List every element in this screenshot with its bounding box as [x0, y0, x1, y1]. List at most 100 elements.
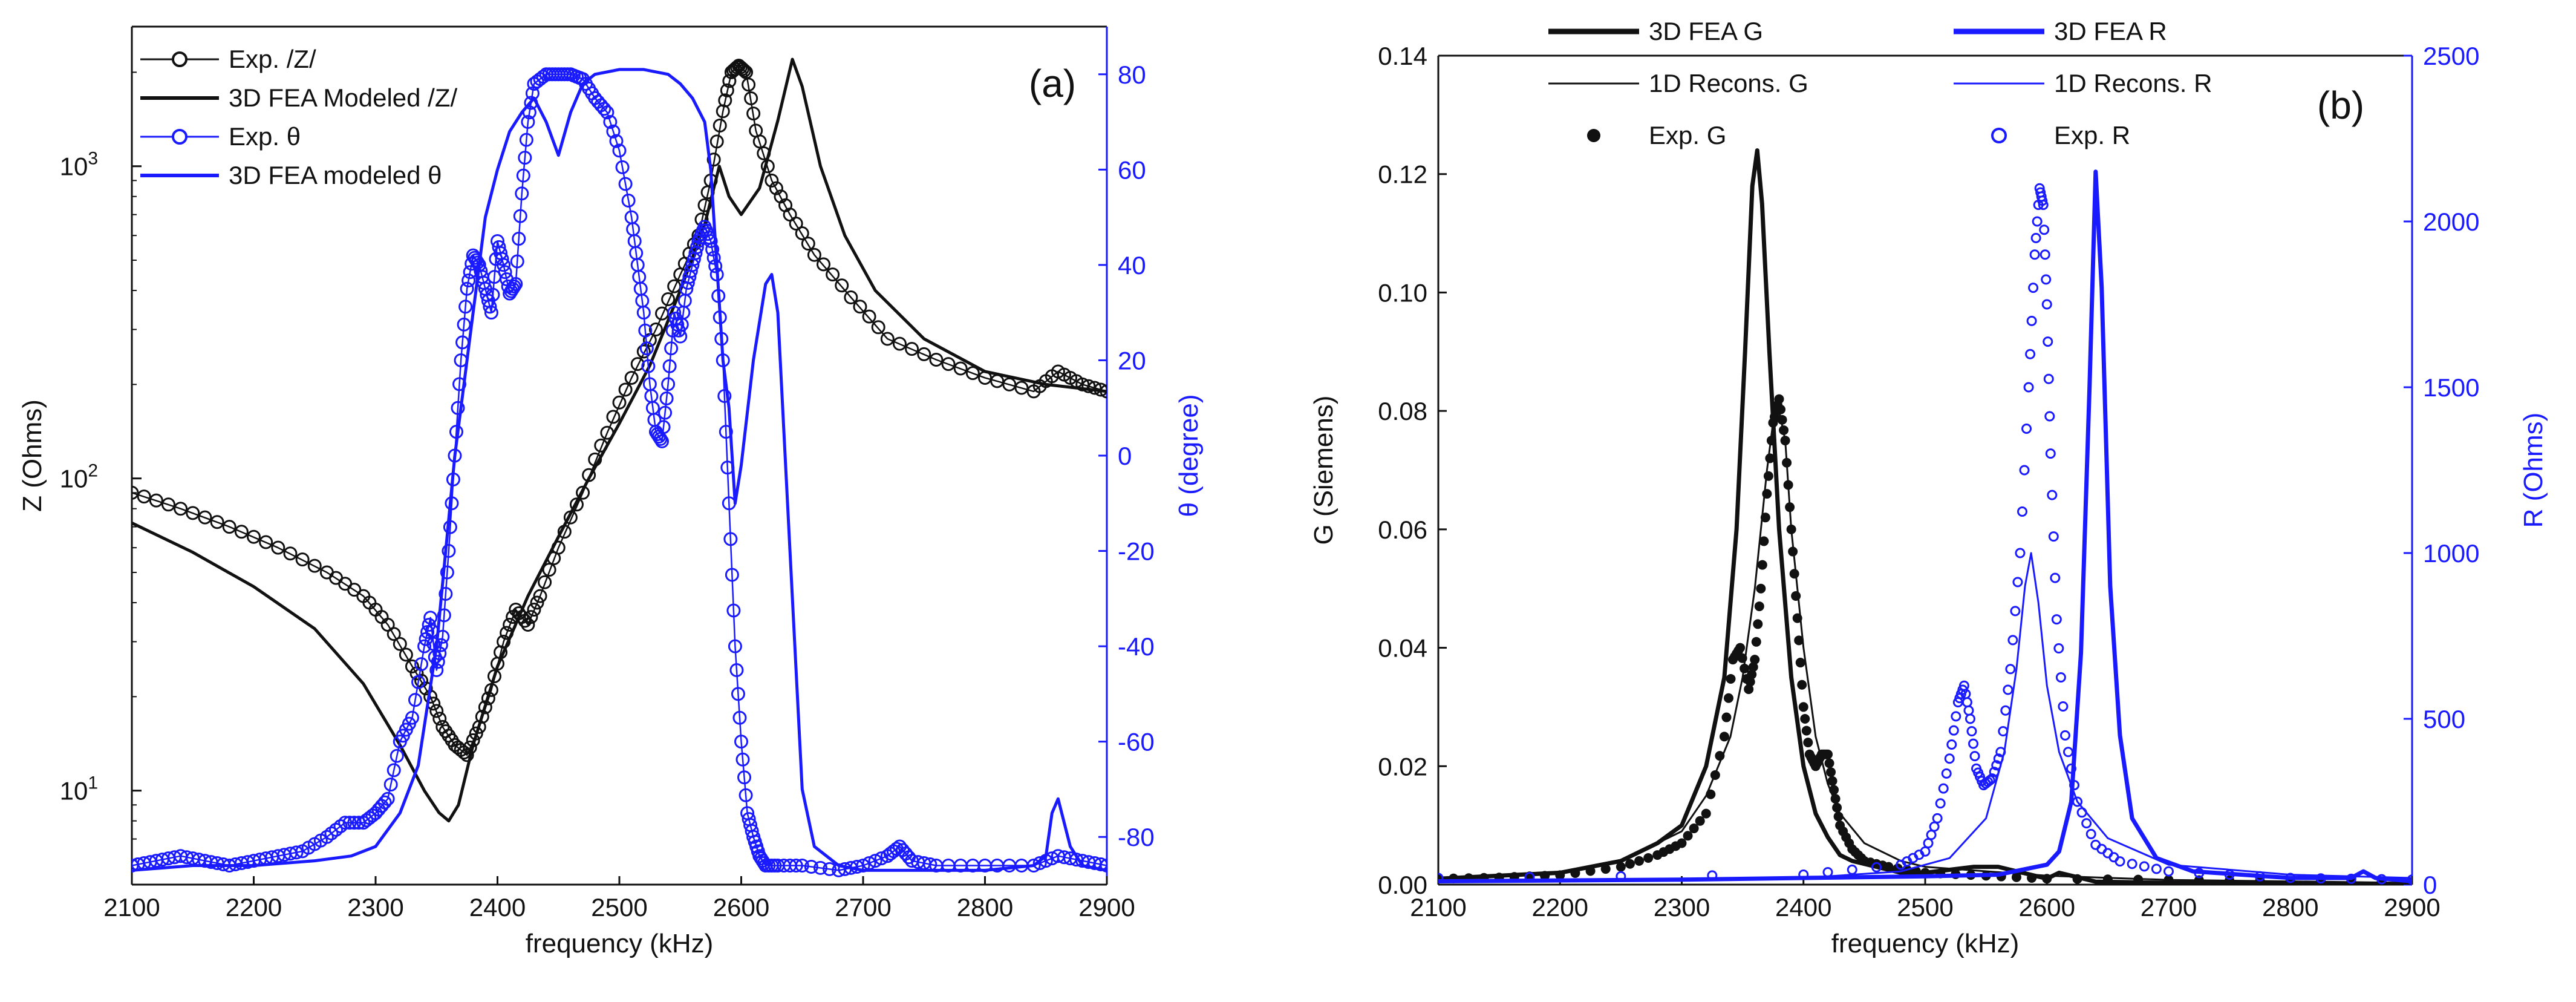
data-point: [487, 669, 501, 684]
data-point: [2003, 684, 2014, 695]
data-point: [405, 659, 419, 673]
data-point: [2025, 349, 2036, 359]
data-point: [2062, 747, 2073, 758]
data-point: [656, 420, 671, 434]
data-point: [813, 860, 827, 875]
data-point: [717, 389, 732, 404]
data-point: [426, 637, 441, 651]
data-point: [1759, 536, 1769, 546]
data-point: [664, 341, 679, 356]
data-point: [621, 194, 636, 208]
data-point: [1754, 601, 1764, 612]
data-point: [746, 106, 761, 121]
data-point: [2027, 873, 2037, 883]
data-point: [1032, 856, 1047, 871]
data-point: [705, 242, 720, 257]
data-point: [720, 83, 734, 97]
data-point: [1847, 864, 1857, 875]
data-point: [817, 257, 831, 272]
y-right-tick-label: 20: [1118, 346, 1146, 375]
data-point: [1776, 404, 1786, 414]
panel-label: (a): [1029, 62, 1076, 105]
data-point: [515, 186, 529, 201]
data-point: [1625, 859, 1635, 869]
data-point: [1926, 830, 1937, 840]
data-point: [1782, 457, 1792, 468]
data-point: [603, 115, 618, 129]
data-point: [1969, 751, 1980, 762]
series-line: [1438, 169, 2412, 883]
data-point: [295, 552, 310, 567]
data-point: [443, 520, 457, 534]
x-tick-label: 2200: [226, 893, 282, 922]
data-point: [844, 290, 858, 305]
data-point: [1745, 676, 1755, 687]
data-point: [1946, 739, 1957, 750]
data-point: [1911, 866, 1921, 876]
x-tick-label: 2500: [591, 893, 647, 922]
data-point: [2194, 868, 2205, 879]
data-point: [377, 795, 392, 810]
data-point: [137, 490, 151, 504]
data-point: [1998, 726, 2009, 737]
data-point: [429, 704, 444, 718]
data-point: [174, 502, 188, 516]
data-point: [667, 279, 682, 293]
legend-label: 3D FEA Modeled /Z/: [229, 84, 457, 112]
data-point: [2041, 299, 2052, 310]
data-point: [636, 344, 651, 359]
data-point: [432, 712, 447, 726]
data-point: [1965, 713, 1975, 724]
data-point: [658, 405, 673, 420]
data-point: [431, 655, 445, 669]
data-point: [2010, 606, 2021, 617]
data-point: [1823, 749, 1833, 759]
data-point: [1948, 725, 1959, 736]
data-point: [247, 529, 261, 544]
data-point: [1706, 789, 1716, 799]
legend-label: Exp. /Z/: [229, 45, 316, 73]
data-point: [386, 763, 401, 778]
tick-exponent: 2: [88, 461, 98, 481]
y-right-tick-label: 80: [1118, 61, 1146, 89]
data-point: [1966, 726, 1977, 737]
data-point: [2007, 635, 2018, 646]
data-point: [2043, 373, 2054, 384]
data-point: [1783, 480, 1793, 490]
data-point: [1779, 425, 1789, 435]
data-point: [636, 306, 651, 320]
data-point: [2048, 531, 2059, 542]
series-line: [1438, 148, 2412, 885]
data-point: [1585, 866, 1596, 876]
legend-label: 3D FEA G: [1649, 17, 1763, 45]
data-point: [1710, 770, 1720, 780]
data-point: [519, 133, 533, 147]
data-point: [2133, 874, 2144, 885]
data-point: [1995, 747, 2006, 758]
data-point: [234, 525, 249, 539]
data-point: [1766, 436, 1776, 446]
data-point: [1941, 768, 1952, 779]
y-left-tick-label: 102: [60, 461, 98, 493]
data-point: [929, 353, 944, 367]
data-point: [1785, 502, 1795, 512]
legend: 3D FEA G 3D FEA R 1D Recons. G 1D Recons. R…: [1548, 17, 2212, 149]
data-point: [1832, 802, 1842, 813]
legend-label: 3D FEA modeled θ: [229, 161, 442, 189]
data-point: [1721, 712, 1732, 722]
data-point: [2115, 856, 2125, 867]
data-point: [458, 300, 473, 314]
data-point: [518, 151, 532, 165]
data-point: [1723, 693, 1733, 703]
data-point: [460, 748, 474, 762]
series-3d-fea-g: [1438, 148, 2412, 885]
data-point: [641, 359, 656, 373]
legend-marker: [1991, 128, 2007, 143]
data-point: [463, 265, 477, 280]
data-point: [1800, 714, 1810, 724]
data-point: [576, 485, 590, 500]
data-point: [2224, 869, 2235, 880]
x-tick-label: 2900: [1078, 893, 1135, 922]
data-point: [271, 540, 285, 555]
